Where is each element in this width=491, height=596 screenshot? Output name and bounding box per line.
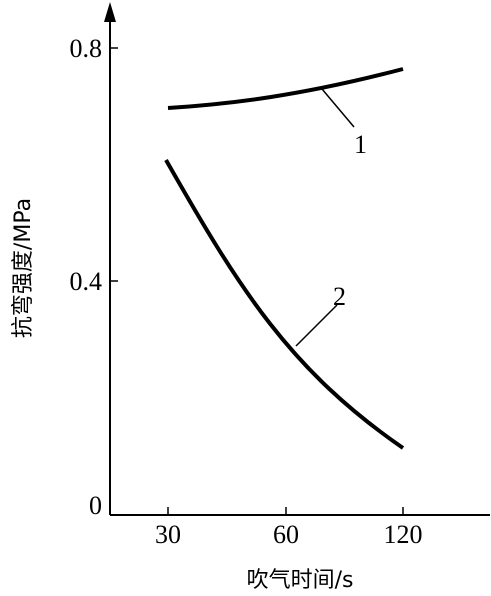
x-tick-label-120: 120 — [384, 520, 423, 549]
series-label-leader-1 — [321, 88, 355, 128]
series-line-1 — [167, 67, 404, 110]
y-tick-label-0.4: 0.4 — [70, 267, 103, 296]
y-tick-label-0.8: 0.8 — [70, 34, 103, 63]
y-tick-label-0: 0 — [89, 491, 102, 520]
y-axis-title: 抗弯强度/MPa — [11, 198, 36, 338]
x-tick-label-30: 30 — [155, 520, 181, 549]
series-label-leader-2 — [295, 304, 338, 347]
series-line-2 — [164, 159, 405, 450]
x-tick-label-60: 60 — [273, 520, 299, 549]
series-label-1: 1 — [354, 130, 367, 159]
y-axis-arrow-icon — [104, 2, 116, 22]
series-label-2: 2 — [333, 282, 346, 311]
x-axis-title: 吹气时间/s — [247, 568, 354, 593]
